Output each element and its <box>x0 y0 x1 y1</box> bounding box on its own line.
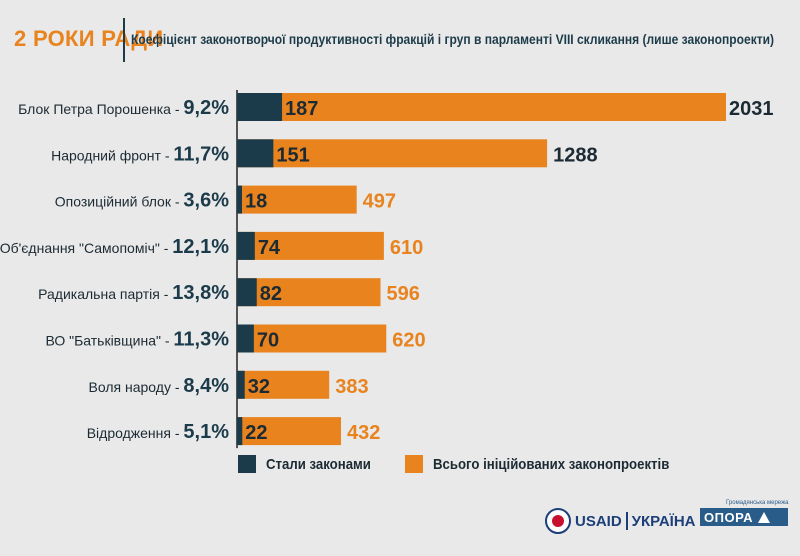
category-name: Радикальна партія - <box>38 286 172 302</box>
bar-laws <box>237 370 245 399</box>
section-title: 2 РОКИ РАДИ <box>14 26 164 51</box>
legend-item-total: Всього ініційованих законопроектів <box>405 455 702 473</box>
bar-total <box>237 324 387 353</box>
usaid-wordmark: USAID <box>575 512 622 530</box>
usaid-seal-icon <box>545 508 571 534</box>
category-percent: 5,1% <box>183 421 229 443</box>
category-label: Відродження - 5,1% <box>87 421 229 443</box>
bar-laws <box>237 278 257 307</box>
opora-box: ОПОРА <box>700 508 789 526</box>
bar-laws <box>237 139 274 168</box>
bar-total <box>237 185 357 214</box>
opora-subtitle: Громадянська мережа <box>726 500 789 506</box>
usaid-logo: USAID УКРАЇНА <box>545 508 695 534</box>
usaid-country: УКРАЇНА <box>631 512 696 530</box>
category-percent: 12,1% <box>172 236 229 258</box>
category-label: Блок Петра Порошенка - 9,2% <box>18 97 229 119</box>
category-label: Радикальна партія - 13,8% <box>38 282 229 304</box>
value-label-total: 432 <box>347 422 380 444</box>
header-divider <box>123 18 125 62</box>
category-label: Об'єднання "Самопоміч" - 12,1% <box>0 236 229 258</box>
bar-laws <box>237 231 255 260</box>
category-label: ВО "Батьківщина" - 11,3% <box>45 329 229 351</box>
category-percent: 11,7% <box>173 143 229 165</box>
category-name: Воля народу - <box>89 379 184 395</box>
category-percent: 8,4% <box>183 375 229 397</box>
value-label-total: 610 <box>390 237 423 259</box>
category-label: Воля народу - 8,4% <box>89 375 230 397</box>
category-name: ВО "Батьківщина" - <box>45 333 173 349</box>
triangle-icon <box>757 511 770 523</box>
category-name: Народний фронт - <box>51 147 173 163</box>
category-name: Відродження - <box>87 425 184 441</box>
bar-total <box>237 93 726 121</box>
bar-total <box>237 231 384 260</box>
legend-label-total: Всього ініційованих законопроектів <box>433 455 670 473</box>
bar-total <box>237 139 548 168</box>
category-percent: 11,3% <box>173 329 229 351</box>
legend: Стали законами Всього ініційованих закон… <box>0 455 800 485</box>
value-label-total: 497 <box>363 191 396 213</box>
category-name: Блок Петра Порошенка - <box>18 101 183 117</box>
value-label-total: 2031 <box>729 98 774 120</box>
legend-label-laws: Стали законами <box>266 455 371 473</box>
category-percent: 9,2% <box>183 97 229 119</box>
bar-total <box>237 370 330 399</box>
bar-laws <box>237 93 283 121</box>
value-label-laws: 82 <box>260 283 282 305</box>
value-label-total: 596 <box>386 283 419 305</box>
category-name: Об'єднання "Самопоміч" - <box>0 240 172 256</box>
value-label-laws: 18 <box>245 191 267 213</box>
bar-laws <box>237 417 243 446</box>
header: 2 РОКИ РАДИ Коефіцієнт законотворчої про… <box>0 0 800 80</box>
value-label-laws: 151 <box>276 144 309 166</box>
value-label-total: 383 <box>335 376 368 398</box>
bar-laws <box>237 185 242 214</box>
value-label-total: 620 <box>392 330 425 352</box>
value-label-laws: 22 <box>245 422 267 444</box>
legend-swatch-laws <box>238 455 256 473</box>
category-percent: 3,6% <box>183 190 229 212</box>
legend-swatch-total <box>405 455 423 473</box>
legend-item-laws: Стали законами <box>238 455 385 473</box>
category-percent: 13,8% <box>172 282 229 304</box>
value-label-total: 1288 <box>553 144 598 166</box>
value-label-laws: 187 <box>285 98 318 120</box>
footer: USAID УКРАЇНА Громадянська мережа ОПОРА <box>0 500 800 556</box>
category-name: Опозиційний блок - <box>55 194 184 210</box>
bar-laws <box>237 324 254 353</box>
bar-total <box>237 417 342 446</box>
value-label-laws: 32 <box>248 376 270 398</box>
chart-title: Коефіцієнт законотворчої продуктивності … <box>131 31 775 47</box>
category-label: Опозиційний блок - 3,6% <box>55 190 229 212</box>
category-label: Народний фронт - 11,7% <box>51 143 229 165</box>
value-label-laws: 70 <box>257 330 279 352</box>
value-label-laws: 74 <box>258 237 281 259</box>
bar-total <box>237 278 381 307</box>
opora-wordmark: ОПОРА <box>704 509 753 525</box>
opora-logo: Громадянська мережа ОПОРА <box>700 500 789 526</box>
usaid-divider <box>625 512 628 530</box>
